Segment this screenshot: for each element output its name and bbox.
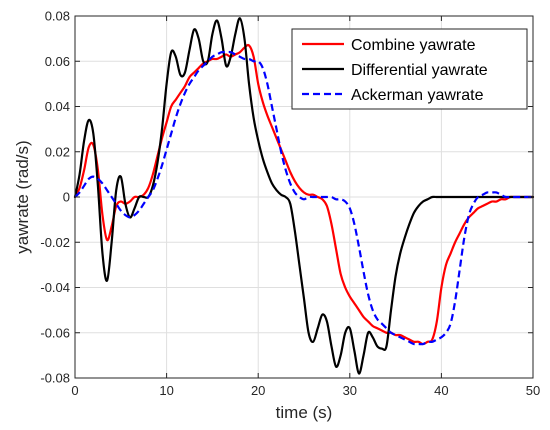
- y-tick-label: 0.06: [45, 54, 70, 69]
- y-tick-label: 0.04: [45, 99, 70, 114]
- x-tick-label: 40: [434, 383, 448, 398]
- tick-labels: 0 10 20 30 40 50 -0.08 -0.06 -0.04 -0.02 0 0.02 0.04…: [40, 9, 540, 399]
- legend-label-ackerman: Ackerman yawrate: [351, 87, 484, 104]
- x-tick-label: 20: [251, 383, 265, 398]
- x-tick-label: 10: [159, 383, 173, 398]
- y-tick-label: 0.02: [45, 144, 70, 159]
- legend-label-differential: Differential yawrate: [351, 62, 488, 79]
- x-axis-label: time (s): [276, 403, 333, 422]
- y-tick-label: -0.02: [40, 235, 70, 250]
- series-line-combine-yawrate: [73, 43, 535, 346]
- series-line-ackerman-yawrate: [74, 50, 533, 346]
- y-tick-label: -0.08: [40, 371, 70, 386]
- y-tick-label: 0: [63, 190, 70, 205]
- y-tick-label: 0.08: [45, 9, 70, 24]
- axis-ticks: [74, 15, 534, 379]
- series-line-differential-yawrate: [73, 17, 535, 375]
- x-tick-label: 30: [343, 383, 357, 398]
- legend: Combine yawrate Differential yawrate Ack…: [291, 28, 528, 110]
- y-axis-label: yawrate (rad/s): [13, 140, 32, 253]
- y-tick-label: -0.04: [40, 280, 70, 295]
- y-tick-label: -0.06: [40, 325, 70, 340]
- x-tick-label: 50: [526, 383, 540, 398]
- legend-label-combine: Combine yawrate: [351, 37, 476, 54]
- series-lines: [73, 17, 535, 375]
- x-tick-label: 0: [71, 383, 78, 398]
